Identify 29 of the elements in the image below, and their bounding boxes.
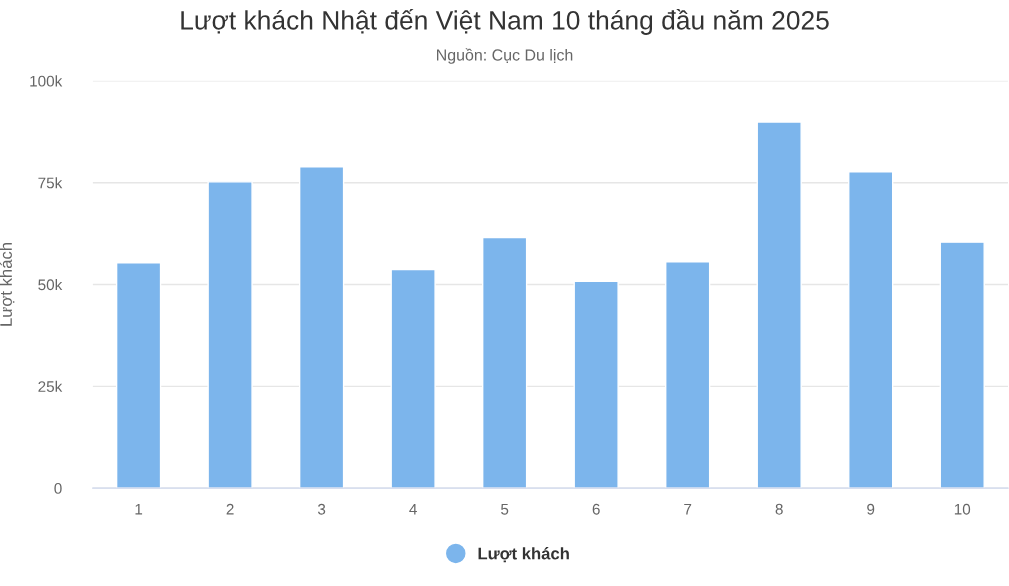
x-tick-label: 2 xyxy=(226,503,234,515)
x-tick-label: 10 xyxy=(954,503,971,515)
x-tick-label: 8 xyxy=(775,503,783,515)
bar xyxy=(665,261,711,489)
chart-title: Lượt khách Nhật đến Việt Nam 10 tháng đầu năm 2025 xyxy=(181,9,829,35)
bar xyxy=(848,170,894,489)
x-tick-label: 6 xyxy=(592,503,600,515)
bar xyxy=(390,268,436,489)
bar xyxy=(115,262,162,489)
bar xyxy=(298,166,345,489)
legend-label: Lượt khách xyxy=(478,547,569,563)
x-tick-label: 4 xyxy=(409,503,417,515)
x-tick-label: 1 xyxy=(135,503,143,515)
chart-subtitle: Nguồn: Cục Du lịch xyxy=(437,48,573,64)
y-tick-label: 25k xyxy=(38,380,63,393)
bar xyxy=(573,280,619,489)
y-tick-label: 50k xyxy=(38,278,63,291)
y-tick-label: 100k xyxy=(30,75,63,87)
x-tick-label: 9 xyxy=(867,503,875,515)
y-tick-label: 0 xyxy=(54,483,62,494)
bar xyxy=(207,181,253,489)
y-axis-title: Lượt khách xyxy=(0,243,15,326)
bar xyxy=(939,241,985,489)
bar xyxy=(756,121,802,489)
x-tick-label: 3 xyxy=(317,503,326,515)
x-tick-label: 7 xyxy=(684,503,692,515)
bar xyxy=(481,236,528,489)
y-tick-label: 75k xyxy=(38,177,63,189)
x-tick-label: 5 xyxy=(501,503,509,515)
